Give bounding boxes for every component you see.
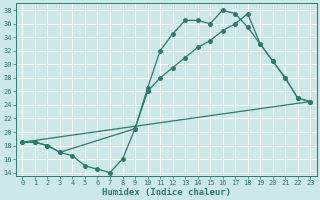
X-axis label: Humidex (Indice chaleur): Humidex (Indice chaleur)	[102, 188, 231, 197]
